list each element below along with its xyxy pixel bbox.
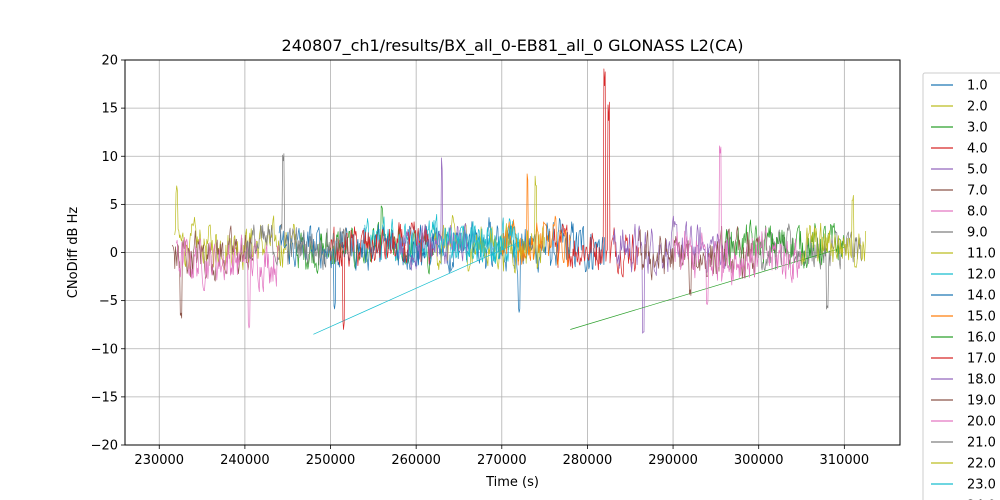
series-line: [553, 68, 640, 278]
x-tick-label: 230000: [134, 453, 184, 468]
x-tick-label: 260000: [391, 453, 441, 468]
legend-label: 1.0: [967, 79, 988, 94]
series-layer: [171, 68, 867, 335]
legend-label: 11.0: [967, 247, 996, 262]
x-axis-ticks: 230000 240000 250000 260000 270000 280000 2900…: [134, 445, 869, 468]
y-tick-label: −15: [91, 390, 118, 405]
series-line: [570, 219, 845, 330]
y-tick-label: −20: [91, 439, 118, 454]
series-line: [801, 194, 867, 268]
chart-title: 240807_ch1/results/BX_all_0-EB81_all_0 G…: [282, 36, 744, 56]
legend-label: 9.0: [967, 226, 988, 241]
legend-label: 12.0: [967, 268, 996, 283]
y-tick-label: 20: [101, 54, 118, 69]
series-line: [672, 145, 802, 305]
x-tick-label: 240000: [220, 453, 270, 468]
legend-label: 4.0: [967, 142, 988, 157]
y-tick-label: −10: [91, 342, 118, 357]
series-line: [433, 175, 545, 274]
series-line: [450, 225, 520, 263]
x-tick-label: 280000: [563, 453, 613, 468]
series-line: [758, 223, 862, 310]
legend-label: 16.0: [967, 331, 996, 346]
x-tick-label: 250000: [306, 453, 356, 468]
series-line: [176, 234, 280, 329]
legend-label: 22.0: [967, 457, 996, 472]
y-tick-label: 5: [110, 198, 118, 213]
legend-label: 17.0: [967, 352, 996, 367]
series-line: [244, 153, 349, 270]
series-line: [398, 157, 468, 271]
series-line: [638, 226, 760, 296]
series-line: [174, 185, 297, 271]
series-line: [612, 215, 734, 334]
legend-label: 21.0: [967, 436, 996, 451]
x-tick-label: 270000: [477, 453, 527, 468]
series-line: [330, 221, 434, 330]
legend-label: 15.0: [967, 310, 996, 325]
legend-box: [922, 72, 1000, 500]
legend-label: 7.0: [967, 184, 988, 199]
legend-label: 18.0: [967, 373, 996, 388]
legend-label: 19.0: [967, 394, 996, 409]
x-tick-label: 290000: [648, 453, 698, 468]
y-tick-label: 15: [101, 102, 118, 117]
legend-label: 5.0: [967, 163, 988, 178]
x-tick-label: 300000: [734, 453, 784, 468]
legend-label: 23.0: [967, 478, 996, 493]
legend-label: 24.0: [967, 499, 996, 500]
legend-label: 14.0: [967, 289, 996, 304]
legend-label: 2.0: [967, 100, 988, 115]
x-axis-label: Time (s): [485, 475, 539, 490]
y-tick-label: −5: [99, 294, 118, 309]
legend: 1.0 2.0 3.0 4.0 5.0 7.0 8.0 9.0 11.0 12.0 14.0 15.0…: [922, 72, 1000, 500]
y-axis-ticks: −20 −15 −10 −5 0 5 10 15 20: [91, 54, 125, 454]
legend-label: 3.0: [967, 121, 988, 136]
y-tick-label: 10: [101, 150, 118, 165]
x-tick-label: 310000: [820, 453, 870, 468]
series-line: [501, 173, 571, 268]
y-axis-label: CNoDiff dB Hz: [66, 207, 81, 299]
y-tick-label: 0: [110, 246, 118, 261]
legend-label: 20.0: [967, 415, 996, 430]
legend-label: 8.0: [967, 205, 988, 220]
